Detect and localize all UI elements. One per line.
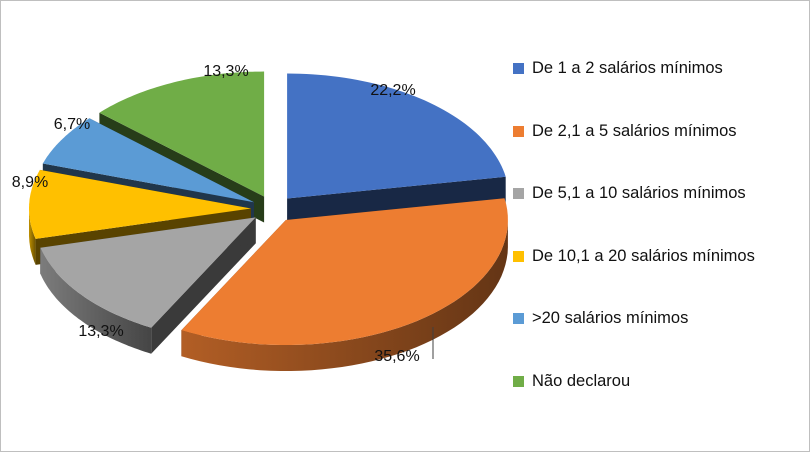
slice-rim bbox=[29, 208, 36, 265]
slice-side-wall bbox=[287, 176, 506, 225]
legend-label: >20 salários mínimos bbox=[532, 309, 689, 327]
legend-label: De 1 a 2 salários mínimos bbox=[532, 59, 723, 77]
legend-label: Não declarou bbox=[532, 371, 631, 390]
data-label-2-5: 35,6% bbox=[374, 348, 419, 365]
legend-item-over-20: >20 salários mínimos bbox=[513, 303, 755, 334]
legend-item-10-20: De 10,1 a 20 salários mínimos bbox=[513, 241, 755, 272]
legend-swatch bbox=[513, 63, 524, 74]
legend-item-5-10: De 5,1 a 10 salários mínimos bbox=[513, 178, 755, 209]
legend-swatch bbox=[513, 188, 524, 199]
pie-slice-1-2 bbox=[287, 73, 506, 225]
slice-top bbox=[99, 71, 265, 197]
slice-rim bbox=[40, 247, 152, 354]
legend-swatch bbox=[513, 375, 524, 387]
slice-top bbox=[42, 118, 254, 203]
data-label-over-20: 6,7% bbox=[54, 116, 90, 133]
legend-swatch bbox=[513, 125, 524, 137]
legend-swatch bbox=[513, 313, 524, 324]
legend-label: De 10,1 a 20 salários mínimos bbox=[532, 246, 755, 265]
slice-top bbox=[287, 73, 506, 199]
legend-label: De 5,1 a 10 salários mínimos bbox=[532, 184, 746, 202]
data-label-1-2: 22,2% bbox=[370, 82, 415, 99]
data-label-10-20: 8,9% bbox=[12, 174, 48, 191]
legend: De 1 a 2 salários mínimos De 2,1 a 5 sal… bbox=[513, 53, 755, 428]
data-label-undeclared: 13,3% bbox=[203, 63, 248, 80]
slice-rim bbox=[181, 221, 508, 371]
pie-slice-5-10 bbox=[40, 217, 256, 354]
data-label-5-10: 13,3% bbox=[78, 323, 123, 340]
slice-top bbox=[29, 169, 251, 239]
legend-item-1-2: De 1 a 2 salários mínimos bbox=[513, 53, 755, 84]
pie-slice-2-5 bbox=[181, 198, 508, 371]
legend-item-undeclared: Não declarou bbox=[513, 366, 755, 397]
slice-side-wall bbox=[151, 217, 256, 354]
legend-swatch bbox=[513, 250, 524, 262]
legend-item-2-5: De 2,1 a 5 salários mínimos bbox=[513, 116, 755, 147]
slice-top bbox=[181, 198, 508, 345]
legend-label: De 2,1 a 5 salários mínimos bbox=[532, 121, 737, 140]
slice-top bbox=[40, 217, 256, 328]
